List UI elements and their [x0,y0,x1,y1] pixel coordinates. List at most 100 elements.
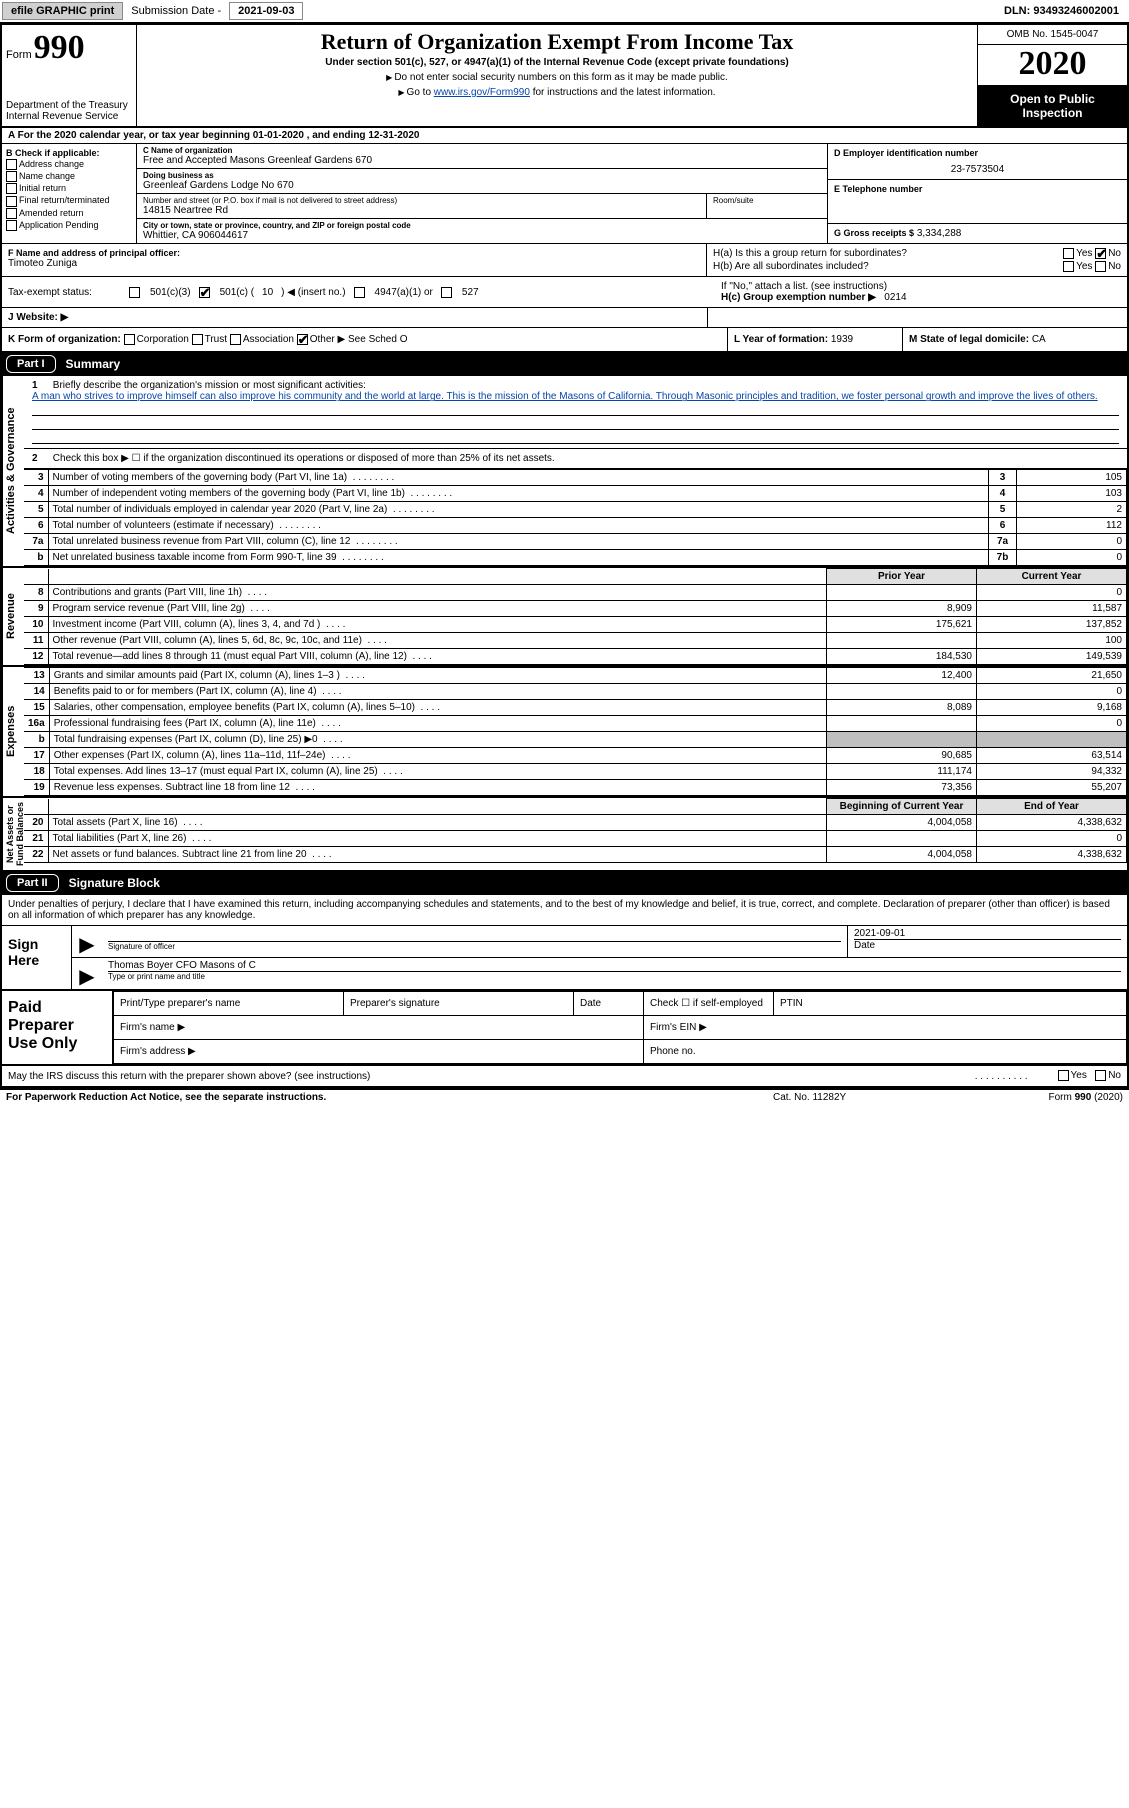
part2-num: Part II [6,874,59,892]
tax-year: 2020 [978,45,1127,86]
topbar: efile GRAPHIC print Submission Date - 20… [0,0,1129,23]
chk-amended[interactable] [6,208,17,219]
part2-header: Part II Signature Block [2,872,1127,895]
chk-trust[interactable] [192,334,203,345]
side-activities-governance: Activities & Governance [2,376,24,566]
open-to-public: Open to Public Inspection [978,86,1127,126]
lbl-address-change: Address change [19,159,84,169]
lbl-app-pending: Application Pending [19,220,99,230]
discuss-no[interactable] [1095,1070,1106,1081]
line1-num: 1 [32,380,50,391]
prep-date-lbl: Date [574,992,644,1016]
dept-treasury: Department of the Treasury Internal Reve… [6,100,132,122]
revenue-table: Prior YearCurrent Year8Contributions and… [24,568,1127,665]
note-goto-post: for instructions and the latest informat… [530,87,716,98]
year-form-val: 1939 [831,334,853,345]
lbl-501c-pre: 501(c) ( [220,287,254,298]
irs-link[interactable]: www.irs.gov/Form990 [434,87,530,98]
part1-num: Part I [6,355,56,373]
state-label: M State of legal domicile: [909,334,1029,345]
chk-corp[interactable] [124,334,135,345]
side-expenses: Expenses [2,667,24,796]
signature-intro: Under penalties of perjury, I declare th… [2,895,1127,926]
col-b-title: B Check if applicable: [6,148,132,158]
firm-addr-lbl: Firm's address ▶ [114,1040,644,1064]
mission-text: A man who strives to improve himself can… [32,391,1098,402]
firm-phone-lbl: Phone no. [644,1040,1127,1064]
ha-yes[interactable] [1063,248,1074,259]
lbl-no3: No [1108,1071,1121,1082]
firm-ein-lbl: Firm's EIN ▶ [644,1016,1127,1040]
cat-no: Cat. No. 11282Y [773,1092,973,1103]
hb-no[interactable] [1095,261,1106,272]
hc-value: 0214 [884,292,906,303]
form-header: Form 990 Department of the Treasury Inte… [2,25,1127,128]
sig-name: Thomas Boyer CFO Masons of C [108,960,1121,972]
lbl-yes: Yes [1076,248,1092,259]
tel-label: E Telephone number [834,184,1121,194]
form-org-label: K Form of organization: [8,334,121,345]
lbl-name-change: Name change [19,171,75,181]
lbl-501c3: 501(c)(3) [150,287,191,298]
sig-arrow-icon: ▶ [72,926,102,957]
hb-yes[interactable] [1063,261,1074,272]
chk-initial-return[interactable] [6,183,17,194]
note-goto-pre: Go to [407,87,434,98]
chk-app-pending[interactable] [6,220,17,231]
prep-sig-lbl: Preparer's signature [344,992,574,1016]
chk-address-change[interactable] [6,159,17,170]
sig-officer-cap: Signature of officer [108,942,841,951]
discuss-yes[interactable] [1058,1070,1069,1081]
part2-title: Signature Block [69,876,160,890]
lbl-4947: 4947(a)(1) or [375,287,433,298]
form-subtitle: Under section 501(c), 527, or 4947(a)(1)… [145,57,969,68]
preparer-table: Print/Type preparer's name Preparer's si… [113,991,1127,1064]
lbl-527: 527 [462,287,479,298]
chk-501c[interactable] [199,287,210,298]
chk-527[interactable] [441,287,452,298]
city-state-zip: Whittier, CA 906044617 [143,230,821,241]
dba-name: Greenleaf Gardens Lodge No 670 [143,180,821,191]
side-revenue: Revenue [2,568,24,665]
officer-label: F Name and address of principal officer: [8,248,700,258]
chk-501c3[interactable] [129,287,140,298]
chk-4947[interactable] [354,287,365,298]
prep-self-lbl: Check ☐ if self-employed [644,992,774,1016]
gross-receipts: 3,334,288 [917,228,962,239]
lbl-final-return: Final return/terminated [19,195,110,205]
hb-label: H(b) Are all subordinates included? [713,261,1063,272]
paperwork-notice: For Paperwork Reduction Act Notice, see … [6,1092,773,1103]
tax-exempt-label: Tax-exempt status: [8,287,121,298]
governance-table: 3Number of voting members of the governi… [24,469,1127,566]
hb-note: If "No," attach a list. (see instruction… [721,281,1121,292]
chk-assoc[interactable] [230,334,241,345]
lbl-trust: Trust [205,334,227,345]
chk-final-return[interactable] [6,196,17,207]
lbl-amended: Amended return [19,208,84,218]
ha-label: H(a) Is this a group return for subordin… [713,248,1063,259]
lbl-no2: No [1108,261,1121,272]
form-number: 990 [34,29,85,67]
submission-label: Submission Date - [127,5,225,17]
chk-name-change[interactable] [6,171,17,182]
lbl-initial-return: Initial return [19,183,66,193]
lbl-501c-num: 10 [262,287,273,298]
addr-label: Number and street (or P.O. box if mail i… [143,196,700,205]
lbl-yes2: Yes [1076,261,1092,272]
efile-button[interactable]: efile GRAPHIC print [2,2,123,20]
lbl-yes3: Yes [1071,1071,1087,1082]
year-form-label: L Year of formation: [734,334,828,345]
side-net-assets: Net Assets or Fund Balances [2,798,24,870]
part1-header: Part I Summary [2,353,1127,376]
form-word: Form [6,49,32,61]
chk-other[interactable] [297,334,308,345]
officer-name: Timoteo Zuniga [8,258,700,269]
submission-date: 2021-09-03 [229,2,303,20]
col-b-checkboxes: B Check if applicable: Address change Na… [2,144,137,243]
prep-name-lbl: Print/Type preparer's name [114,992,344,1016]
street-address: 14815 Neartree Rd [143,205,700,216]
sig-date-val: 2021-09-01 [854,928,1121,940]
ha-no[interactable] [1095,248,1106,259]
org-name-label: C Name of organization [143,146,821,155]
website-label: J Website: ▶ [2,308,707,327]
